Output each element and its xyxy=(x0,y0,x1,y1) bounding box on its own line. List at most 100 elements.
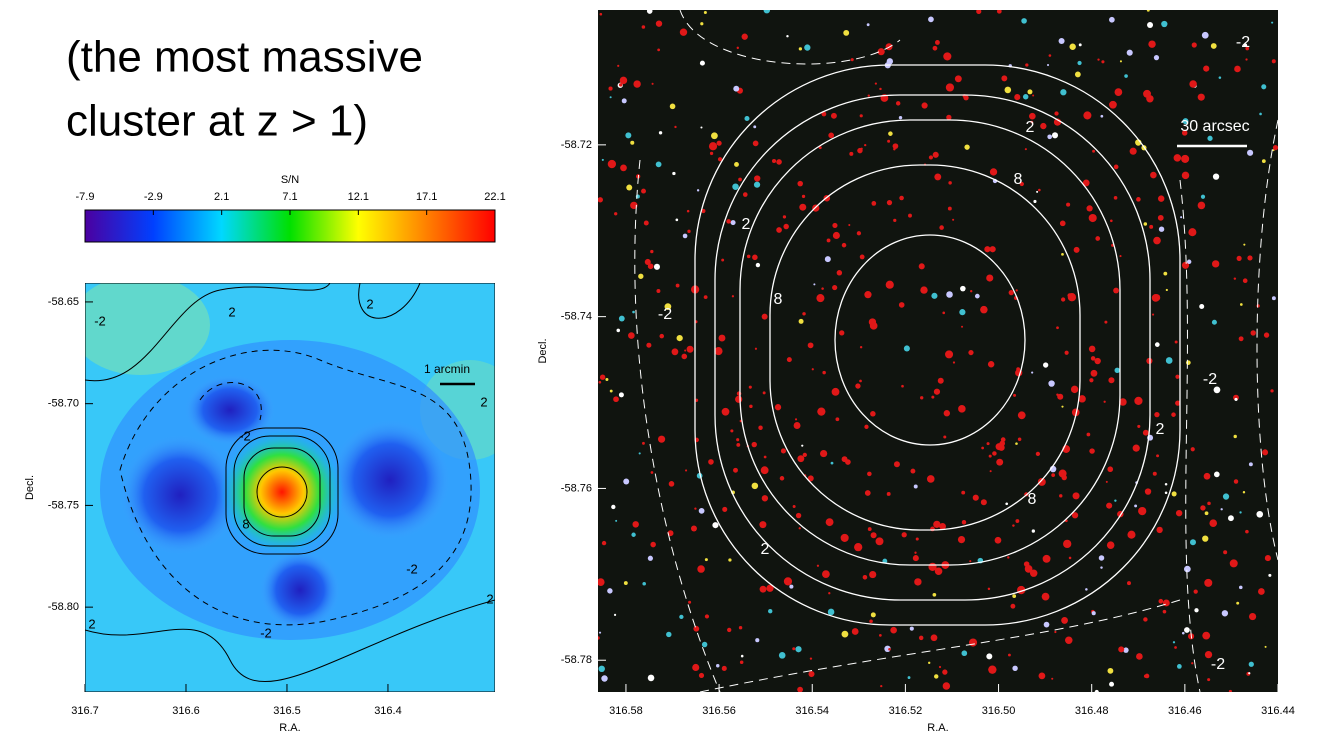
star xyxy=(1065,636,1073,644)
star xyxy=(832,231,840,240)
star xyxy=(751,441,757,448)
star xyxy=(1153,294,1161,302)
star xyxy=(1200,505,1206,511)
star xyxy=(607,588,613,594)
star xyxy=(1119,398,1127,406)
star xyxy=(1247,149,1254,156)
star xyxy=(1261,159,1266,164)
star xyxy=(915,537,919,541)
star xyxy=(1268,573,1272,577)
star xyxy=(633,80,641,88)
star xyxy=(867,471,872,477)
star xyxy=(928,562,937,571)
star xyxy=(1061,474,1067,481)
star xyxy=(921,102,928,109)
star xyxy=(698,507,705,514)
star xyxy=(598,665,605,673)
star xyxy=(667,530,674,537)
contour-label: 2 xyxy=(1026,119,1035,136)
star xyxy=(718,334,726,342)
x-tick-label: 316.6 xyxy=(172,705,200,717)
star xyxy=(618,315,625,322)
star xyxy=(1203,65,1210,72)
star xyxy=(1229,559,1238,568)
star xyxy=(1090,356,1096,361)
star xyxy=(862,574,868,580)
star xyxy=(1213,386,1221,394)
star xyxy=(650,249,654,254)
star xyxy=(671,348,679,356)
star xyxy=(1029,112,1036,120)
star xyxy=(1027,89,1033,95)
star xyxy=(832,222,838,229)
star xyxy=(674,125,677,129)
star xyxy=(714,347,723,356)
sn-map xyxy=(85,283,495,692)
star xyxy=(1074,71,1081,78)
star xyxy=(1165,288,1168,292)
star xyxy=(824,256,831,263)
star xyxy=(642,581,646,586)
star xyxy=(754,175,761,182)
star xyxy=(928,16,934,23)
star xyxy=(1153,236,1161,245)
star xyxy=(1151,313,1155,316)
star xyxy=(1236,255,1242,261)
star xyxy=(1094,357,1101,365)
star xyxy=(1142,429,1149,436)
star xyxy=(598,380,602,384)
star xyxy=(988,454,992,458)
y-tick-label: -58.80 xyxy=(48,601,79,613)
star xyxy=(1038,672,1046,680)
star xyxy=(1032,94,1035,97)
star xyxy=(1097,58,1100,61)
star xyxy=(1223,550,1228,555)
colorbar-tick-label: 7.1 xyxy=(282,191,297,203)
star xyxy=(685,469,688,472)
star xyxy=(943,435,947,439)
star xyxy=(878,634,882,637)
colorbar-tick-label: 17.1 xyxy=(416,191,437,203)
star xyxy=(885,280,894,289)
y-tick-label: -58.74 xyxy=(561,311,592,323)
star xyxy=(701,208,706,214)
contour-label: -2 xyxy=(1236,34,1250,51)
star xyxy=(647,674,655,682)
star xyxy=(1048,54,1052,57)
star xyxy=(1161,20,1168,28)
star xyxy=(1100,114,1104,118)
y-axis-label: Decl. xyxy=(24,475,36,500)
star xyxy=(701,641,708,648)
star xyxy=(804,44,811,51)
star xyxy=(712,522,719,529)
star xyxy=(1213,471,1220,478)
star xyxy=(1029,569,1038,577)
star xyxy=(1156,526,1163,534)
star xyxy=(1250,330,1256,336)
star xyxy=(832,284,838,291)
star xyxy=(1069,43,1076,50)
star xyxy=(1061,252,1064,256)
star xyxy=(870,532,877,539)
star xyxy=(864,143,867,147)
star xyxy=(933,520,941,528)
star xyxy=(901,532,907,538)
star xyxy=(1256,510,1264,518)
star xyxy=(1123,647,1129,653)
star xyxy=(960,285,966,292)
star xyxy=(895,101,901,106)
star xyxy=(730,429,734,433)
star xyxy=(1030,120,1034,124)
star xyxy=(934,40,940,45)
star xyxy=(782,215,787,219)
star xyxy=(859,254,865,260)
star xyxy=(1209,519,1218,528)
star xyxy=(1031,371,1034,374)
star xyxy=(1211,260,1220,268)
star xyxy=(1203,472,1211,480)
star xyxy=(1182,118,1189,125)
contour-label: 2 xyxy=(228,304,235,319)
contour-label: 2 xyxy=(1156,421,1165,438)
star xyxy=(1271,296,1276,301)
star xyxy=(1181,171,1190,180)
